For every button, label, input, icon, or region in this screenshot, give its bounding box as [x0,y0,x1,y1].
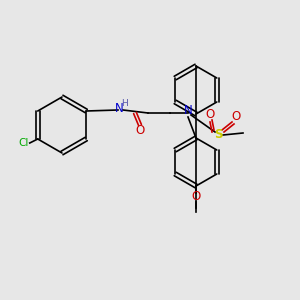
Text: N: N [115,101,123,115]
Text: O: O [206,109,214,122]
Text: N: N [184,104,192,118]
Text: O: O [135,124,145,137]
Text: S: S [214,128,222,142]
Text: Cl: Cl [18,138,29,148]
Text: O: O [191,190,201,203]
Text: H: H [122,100,128,109]
Text: O: O [231,110,241,124]
